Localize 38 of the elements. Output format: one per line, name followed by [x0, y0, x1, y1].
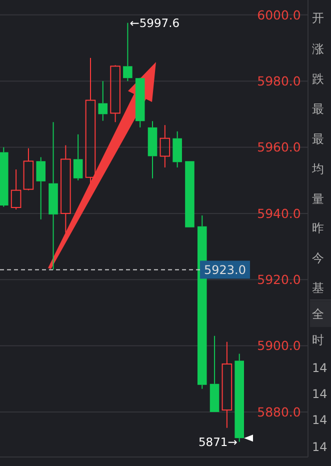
y-tick-label: 5980.0	[257, 73, 301, 88]
ref-line-label: 5923.0	[204, 262, 246, 277]
text: 均	[311, 162, 324, 176]
y-tick-label: 5940.0	[257, 206, 301, 221]
y-tick-label: 5880.0	[257, 404, 301, 420]
text: 今	[312, 251, 324, 266]
text: 14	[312, 387, 328, 402]
candlestick	[172, 130, 182, 168]
candlestick	[73, 134, 83, 181]
candlestick	[98, 80, 108, 122]
candlestick	[60, 144, 71, 234]
text: 基	[312, 281, 324, 296]
text: 跌	[312, 72, 324, 86]
candlestick	[0, 146, 8, 208]
candlestick	[197, 214, 207, 390]
candlestick	[85, 57, 96, 184]
text: 14	[312, 361, 328, 376]
text: 量	[312, 192, 324, 206]
text: 昨	[312, 221, 324, 236]
annotation: 5871→	[198, 434, 238, 449]
text: 最	[312, 102, 324, 116]
y-tick-label: 6000.0	[257, 7, 301, 22]
y-tick-label: 5900.0	[257, 338, 301, 354]
candlestick	[36, 156, 46, 220]
text: 开	[312, 11, 324, 26]
text: 时	[312, 333, 324, 348]
candlestick	[48, 122, 58, 270]
annotation: ←5997.6	[130, 16, 180, 30]
text: 14	[312, 413, 328, 428]
y-tick-label: 5920.0	[257, 272, 301, 287]
text: 全	[312, 307, 324, 322]
candlestick	[160, 124, 170, 168]
text: 最	[312, 132, 324, 146]
text: 14	[312, 440, 328, 454]
text: 涨	[312, 42, 324, 56]
candlestick	[222, 341, 232, 428]
y-tick-label: 5960.0	[257, 140, 301, 155]
candlestick	[148, 120, 158, 179]
